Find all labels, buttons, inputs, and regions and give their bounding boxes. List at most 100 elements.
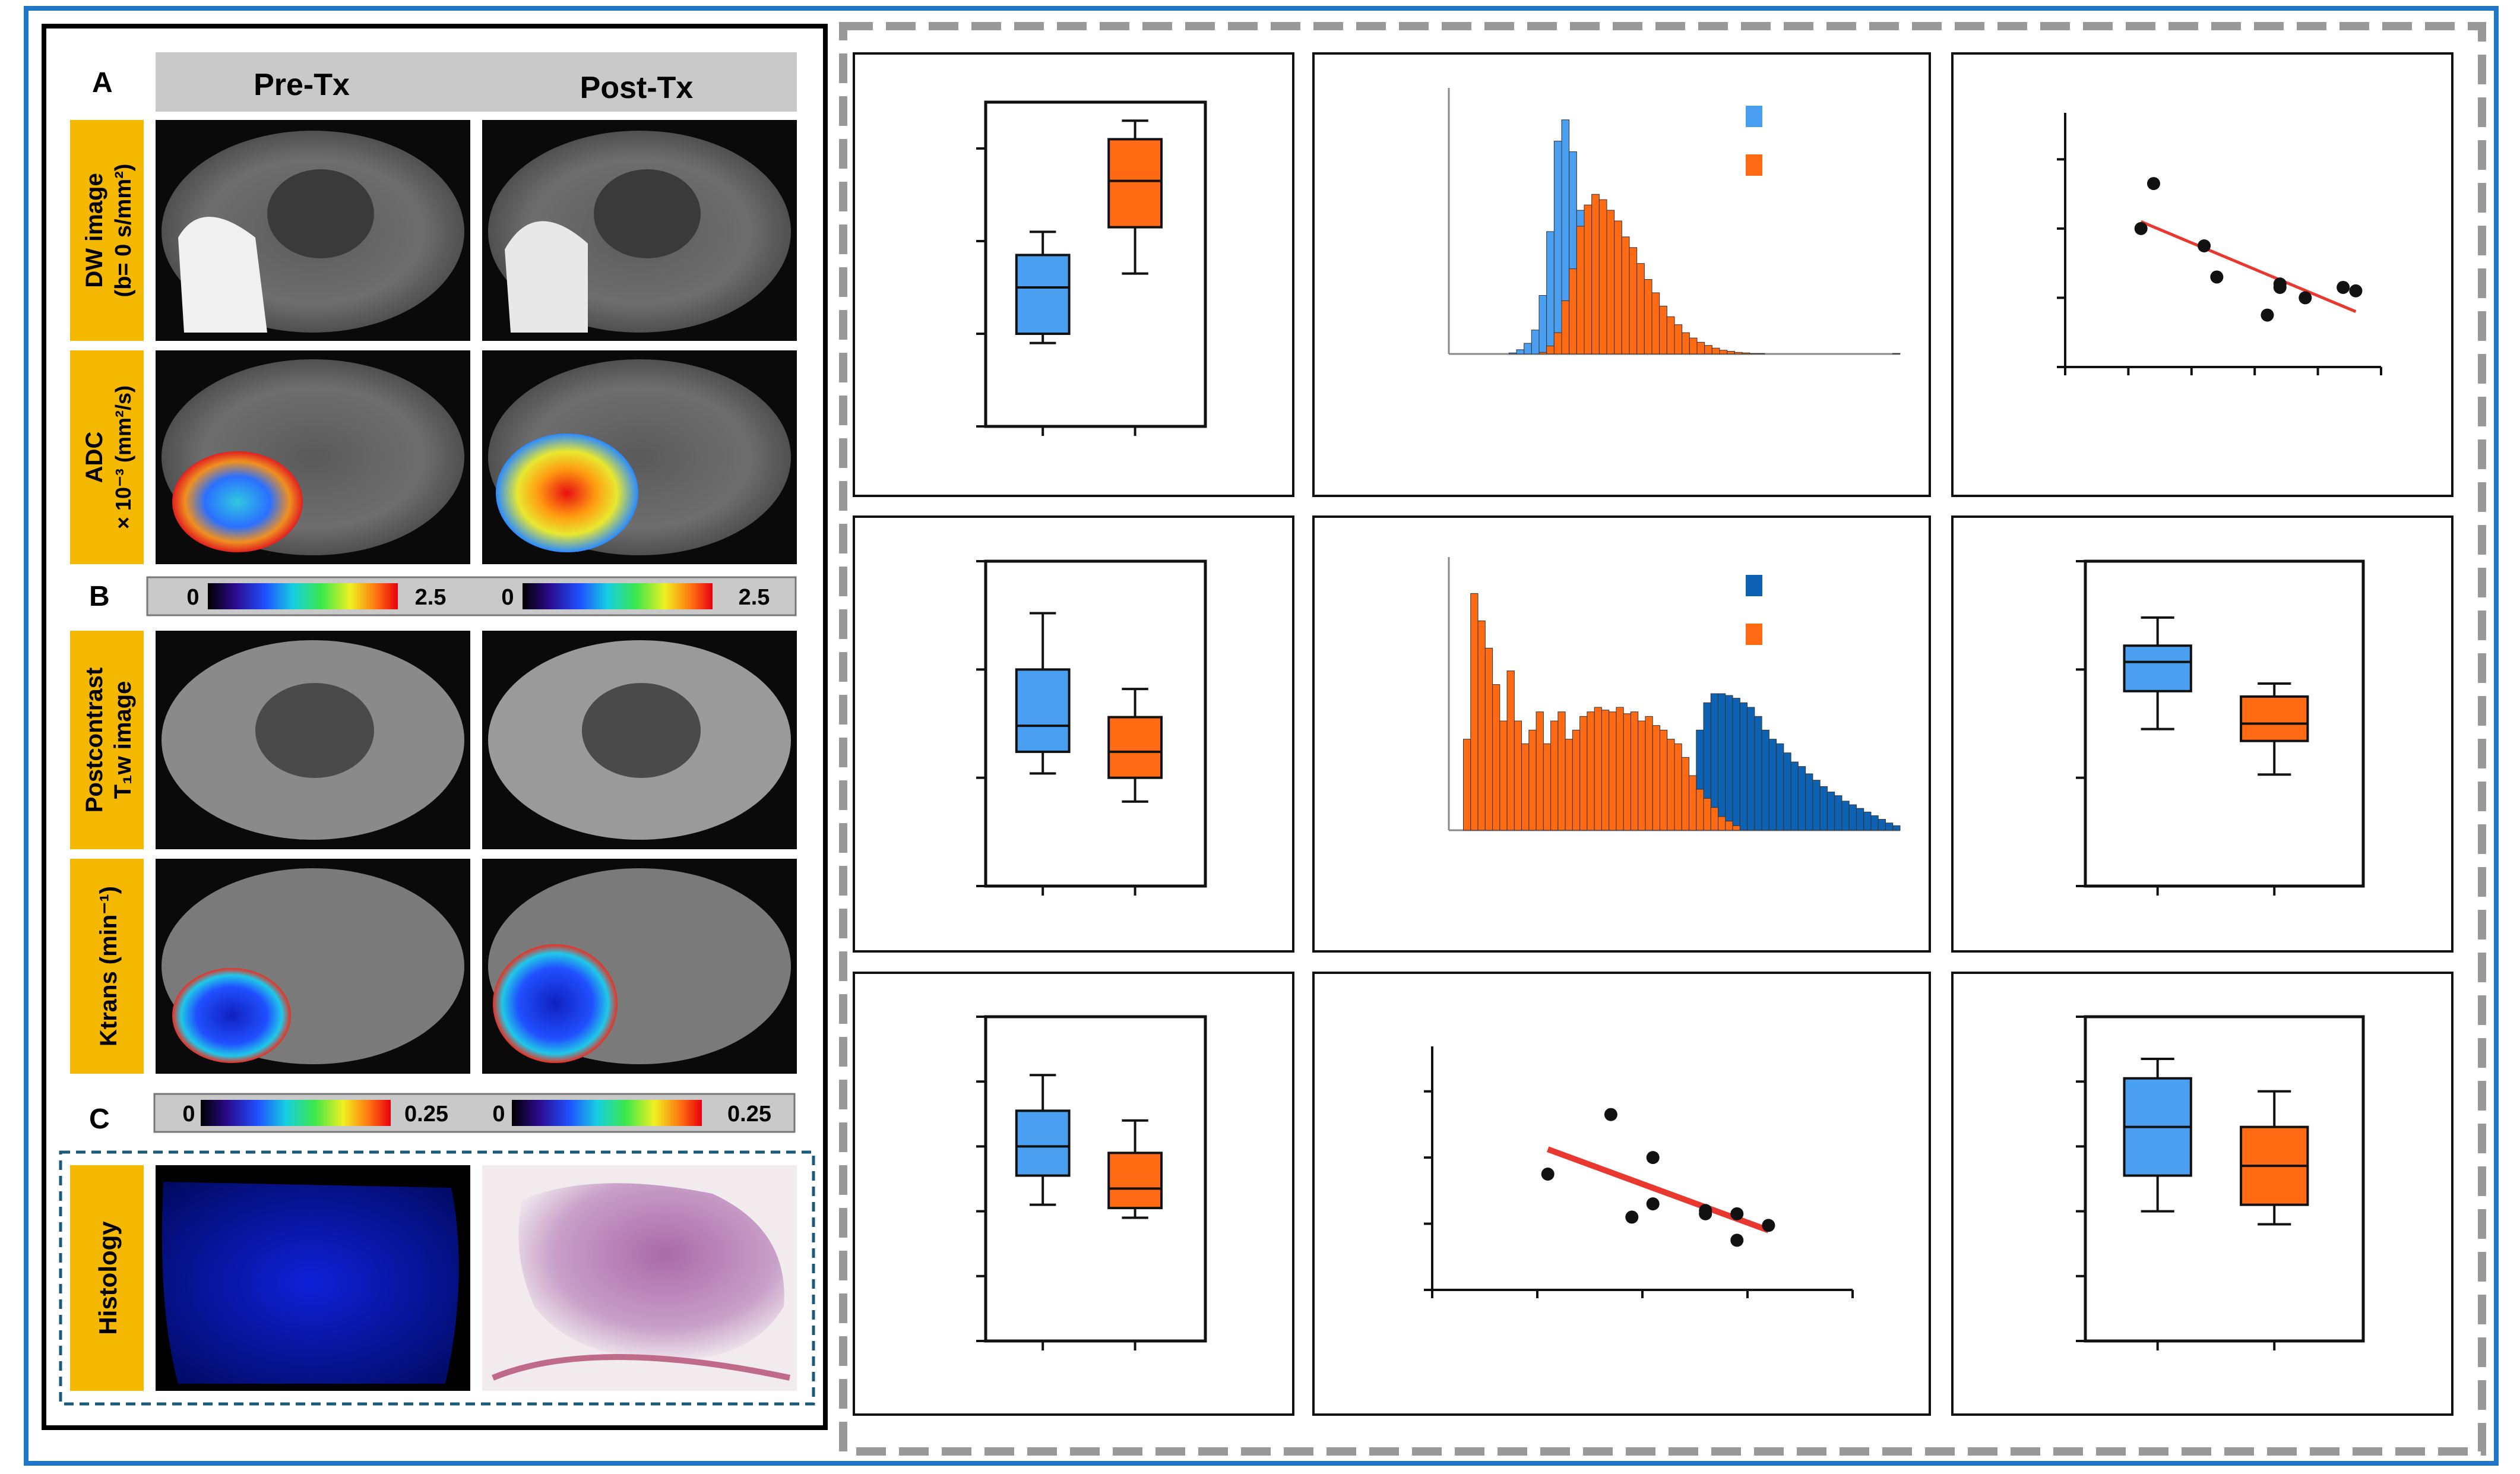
dw-pre-organ bbox=[267, 169, 374, 258]
chart-panels bbox=[853, 52, 2453, 1416]
panel-e-bar bbox=[1749, 353, 1758, 355]
colorbar-c-post-max: 0.25 bbox=[727, 1102, 771, 1127]
panel-f-point bbox=[2261, 308, 2274, 322]
panel-h-bar bbox=[1521, 743, 1530, 831]
colorbar-b-post-gradient bbox=[523, 583, 713, 609]
panel-g bbox=[853, 515, 1294, 953]
panel-e-bar bbox=[1538, 295, 1547, 355]
panel-h-bar bbox=[1579, 716, 1588, 831]
panel-e-bar bbox=[1546, 346, 1555, 355]
panel-h-legend-swatch bbox=[1746, 624, 1762, 645]
panel-h-bar bbox=[1856, 808, 1864, 831]
panel-k-frame bbox=[1312, 972, 1931, 1416]
panel-h-bar bbox=[1689, 775, 1697, 831]
dw-pre-tumor bbox=[178, 217, 267, 333]
colorbar-b-post-min: 0 bbox=[501, 585, 514, 610]
panel-h-bar bbox=[1725, 695, 1733, 831]
panel-h-bar bbox=[1718, 816, 1726, 831]
panel-d bbox=[853, 52, 1294, 497]
panel-f-point bbox=[2147, 177, 2160, 191]
panel-h-series-posttx bbox=[1463, 593, 1740, 831]
panel-f-point bbox=[2134, 222, 2148, 235]
panel-i-box-iqr bbox=[2123, 644, 2192, 692]
panel-k-point bbox=[1646, 1151, 1660, 1165]
panel-h-bar bbox=[1536, 711, 1544, 831]
panel-e-bar bbox=[1606, 210, 1615, 355]
ktrans-pre-tumor-map bbox=[172, 968, 291, 1063]
histology-post-edge bbox=[492, 1354, 791, 1381]
panel-h-bar bbox=[1710, 807, 1719, 831]
panel-e-bar bbox=[1674, 324, 1683, 355]
panel-h-bar bbox=[1623, 713, 1631, 831]
panel-h-bar bbox=[1768, 739, 1777, 831]
row-label-dw bbox=[70, 120, 144, 341]
panel-h-bar bbox=[1834, 795, 1842, 831]
panel-h-bar bbox=[1696, 789, 1704, 831]
colorbar-c-post-gradient bbox=[512, 1100, 702, 1126]
panel-l-frame bbox=[1951, 972, 2453, 1416]
panel-h-bar bbox=[1659, 729, 1668, 831]
panel-f bbox=[1951, 52, 2453, 497]
panel-j-axes-frame bbox=[984, 1015, 1207, 1343]
panel-e-bar bbox=[1651, 292, 1660, 355]
panel-h-bar bbox=[1543, 743, 1552, 831]
panel-h-bar bbox=[1587, 711, 1595, 831]
t1-pre-organ bbox=[255, 683, 374, 778]
row-label-ktrans bbox=[70, 859, 144, 1074]
column-header-bar bbox=[156, 52, 797, 112]
panel-f-frame bbox=[1951, 52, 2453, 497]
panel-h-bar bbox=[1747, 707, 1755, 831]
panel-e-bar bbox=[1516, 349, 1525, 355]
panel-h-bar bbox=[1892, 825, 1901, 831]
panel-h-bar bbox=[1616, 707, 1624, 831]
panel-i-box-1 bbox=[2123, 616, 2192, 730]
panel-k-point bbox=[1730, 1207, 1744, 1220]
column-header-pre: Pre-Tx bbox=[254, 68, 350, 102]
panel-d-frame bbox=[853, 52, 1294, 497]
panel-e-bar bbox=[1892, 353, 1901, 355]
panel-label-c: C bbox=[89, 1103, 110, 1135]
panel-i-frame bbox=[1951, 515, 2453, 953]
row-label-adc-line2: × 10⁻³ (mm²/s) bbox=[111, 385, 135, 529]
histology-post-tissue bbox=[518, 1183, 784, 1361]
panel-e-legend-swatch bbox=[1746, 154, 1762, 176]
panel-f-point bbox=[2299, 291, 2312, 305]
panel-e-bar bbox=[1719, 350, 1728, 355]
panel-e-bar bbox=[1584, 204, 1593, 355]
panel-h-bar bbox=[1812, 780, 1821, 831]
panel-k bbox=[1312, 972, 1931, 1416]
panel-h-bar bbox=[1667, 739, 1675, 831]
panel-h-bar bbox=[1499, 720, 1508, 831]
panel-e-bar bbox=[1598, 199, 1607, 355]
panel-h-bar bbox=[1732, 825, 1740, 831]
panel-h-bar bbox=[1463, 739, 1471, 831]
panel-l-box-2 bbox=[2240, 1090, 2309, 1226]
panel-h-bar bbox=[1638, 720, 1646, 831]
panel-h-bar bbox=[1739, 702, 1748, 831]
panel-e-bar bbox=[1682, 332, 1690, 355]
panel-j-box-iqr bbox=[1107, 1152, 1163, 1210]
panel-g-box-2 bbox=[1107, 688, 1163, 803]
panel-h-bar bbox=[1630, 711, 1639, 831]
panel-e-bar bbox=[1734, 352, 1743, 355]
panel-e-bar bbox=[1576, 226, 1585, 355]
panel-d-box-iqr bbox=[1107, 138, 1163, 229]
row-label-dw-line1: DW image bbox=[81, 173, 107, 287]
panel-e-bar bbox=[1546, 231, 1555, 355]
panel-h bbox=[1312, 515, 1931, 953]
panel-h-bar bbox=[1484, 647, 1493, 831]
panel-k-point bbox=[1646, 1197, 1660, 1211]
right-dashed-frame bbox=[839, 22, 2486, 1456]
colorbar-b-pre-max: 2.5 bbox=[415, 585, 447, 610]
panel-d-box-iqr bbox=[1015, 254, 1071, 335]
panel-k-point bbox=[1699, 1207, 1712, 1220]
panel-e-bar bbox=[1524, 343, 1532, 355]
panel-h-bar bbox=[1477, 620, 1486, 831]
panel-h-legend-swatch bbox=[1746, 575, 1762, 596]
panel-h-bar bbox=[1870, 815, 1879, 831]
panel-h-bar bbox=[1848, 804, 1857, 831]
left-frame bbox=[42, 24, 828, 1430]
panel-j-box-2 bbox=[1107, 1119, 1163, 1219]
panel-h-bar bbox=[1652, 725, 1660, 831]
dw-post-tumor bbox=[505, 221, 588, 333]
